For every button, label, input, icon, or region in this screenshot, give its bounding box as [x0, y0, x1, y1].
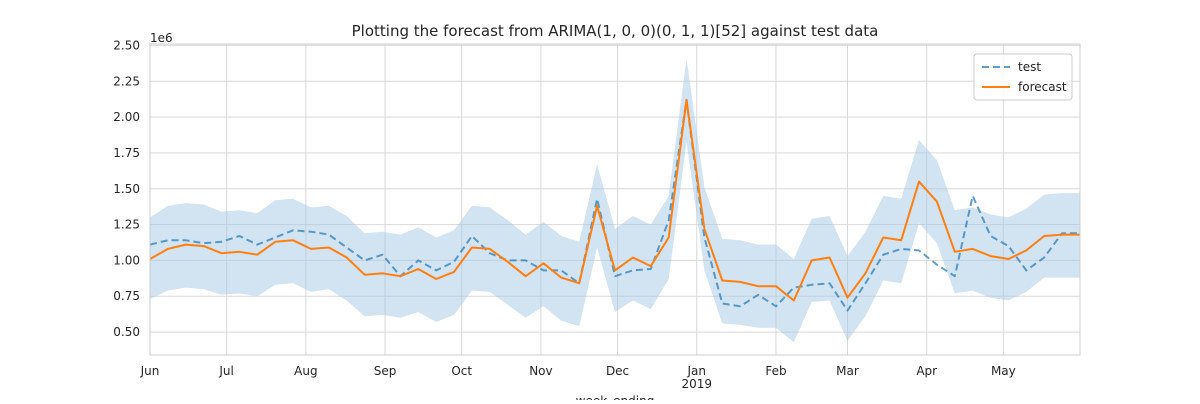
x-tick-label: Dec — [606, 364, 629, 378]
y-tick-label: 1.25 — [113, 218, 140, 232]
legend-label-forecast: forecast — [1018, 80, 1067, 94]
confidence-band — [150, 58, 1080, 343]
y-tick-label: 0.50 — [113, 325, 140, 339]
y-tick-label: 2.50 — [113, 38, 140, 52]
legend: test forecast — [973, 53, 1073, 101]
x-tick-sublabel: 2019 — [681, 377, 712, 391]
x-tick-label: Feb — [765, 364, 786, 378]
axes: 0.50 0.75 1.00 1.25 1.50 1.75 2.00 2.25 2.50 Jun J… — [113, 38, 1081, 391]
chart-title: Plotting the forecast from ARIMA(1, 0, 0… — [352, 22, 879, 40]
x-tick-label: Sep — [374, 364, 397, 378]
y-tick-label: 2.00 — [113, 110, 140, 124]
x-tick-label: Jun — [140, 364, 160, 378]
y-tick-label: 1.50 — [113, 182, 140, 196]
series-line-test — [149, 98, 1080, 312]
x-tick-label: Mar — [836, 364, 859, 378]
y-axis-offset-label: 1e6 — [150, 31, 173, 45]
x-tick-label: Oct — [451, 364, 472, 378]
x-tick-label: Aug — [294, 364, 317, 378]
series-line-forecast — [149, 98, 1080, 302]
x-tick-label: Jan — [687, 364, 707, 378]
y-tick-label: 0.75 — [113, 289, 140, 303]
y-tick-label: 2.25 — [113, 74, 140, 88]
legend-label-test: test — [1018, 60, 1041, 74]
x-axis-label: week_ending — [576, 394, 655, 400]
y-tick-label: 1.75 — [113, 146, 140, 160]
x-tick-label: Apr — [916, 364, 937, 378]
x-tick-label: Jul — [218, 364, 233, 378]
confidence-band-layer — [150, 58, 1080, 343]
series-layer — [149, 98, 1080, 312]
y-tick-label: 1.00 — [113, 253, 140, 267]
plot-frame — [149, 43, 1081, 356]
x-tick-label: Nov — [529, 364, 552, 378]
x-tick-label: May — [991, 364, 1016, 378]
legend-box — [973, 53, 1073, 101]
